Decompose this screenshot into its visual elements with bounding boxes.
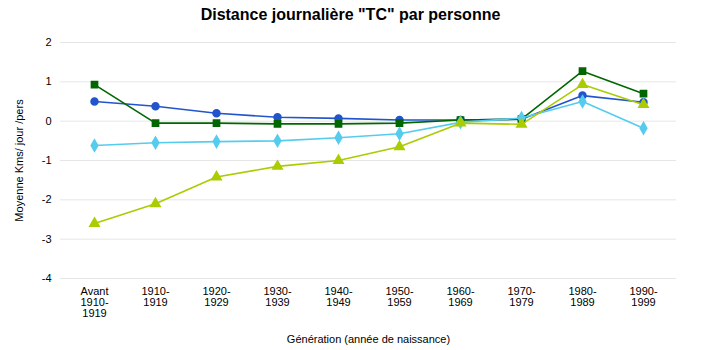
- svg-text:-2: -2: [42, 193, 52, 205]
- svg-text:1920-1929: 1920-1929: [202, 285, 230, 308]
- svg-text:1910-1919: 1910-1919: [141, 285, 169, 308]
- svg-text:-4: -4: [42, 272, 52, 284]
- svg-text:Moyenne Kms/ jour /pers: Moyenne Kms/ jour /pers: [13, 99, 25, 222]
- svg-text:-3: -3: [42, 233, 52, 245]
- html-text:Distance journalière "TC" par: Distance journalière "TC" par personne: [200, 6, 501, 23]
- svg-text:1980-1989: 1980-1989: [568, 285, 596, 308]
- svg-text:1990-1999: 1990-1999: [629, 285, 657, 308]
- svg-text:1940-1949: 1940-1949: [324, 285, 352, 308]
- svg-text:0: 0: [45, 115, 51, 127]
- svg-text:2: 2: [45, 36, 51, 48]
- svg-text:1: 1: [45, 75, 51, 87]
- svg-text:1960-1969: 1960-1969: [446, 285, 474, 308]
- svg-text:Avant1910-1919: Avant1910-1919: [80, 285, 108, 319]
- svg-text:1950-1959: 1950-1959: [385, 285, 413, 308]
- svg-text:-1: -1: [42, 154, 52, 166]
- svg-text:Génération (année de naissance: Génération (année de naissance): [287, 333, 450, 345]
- svg-text:1970-1979: 1970-1979: [507, 285, 535, 308]
- svg-text:1930-1939: 1930-1939: [263, 285, 291, 308]
